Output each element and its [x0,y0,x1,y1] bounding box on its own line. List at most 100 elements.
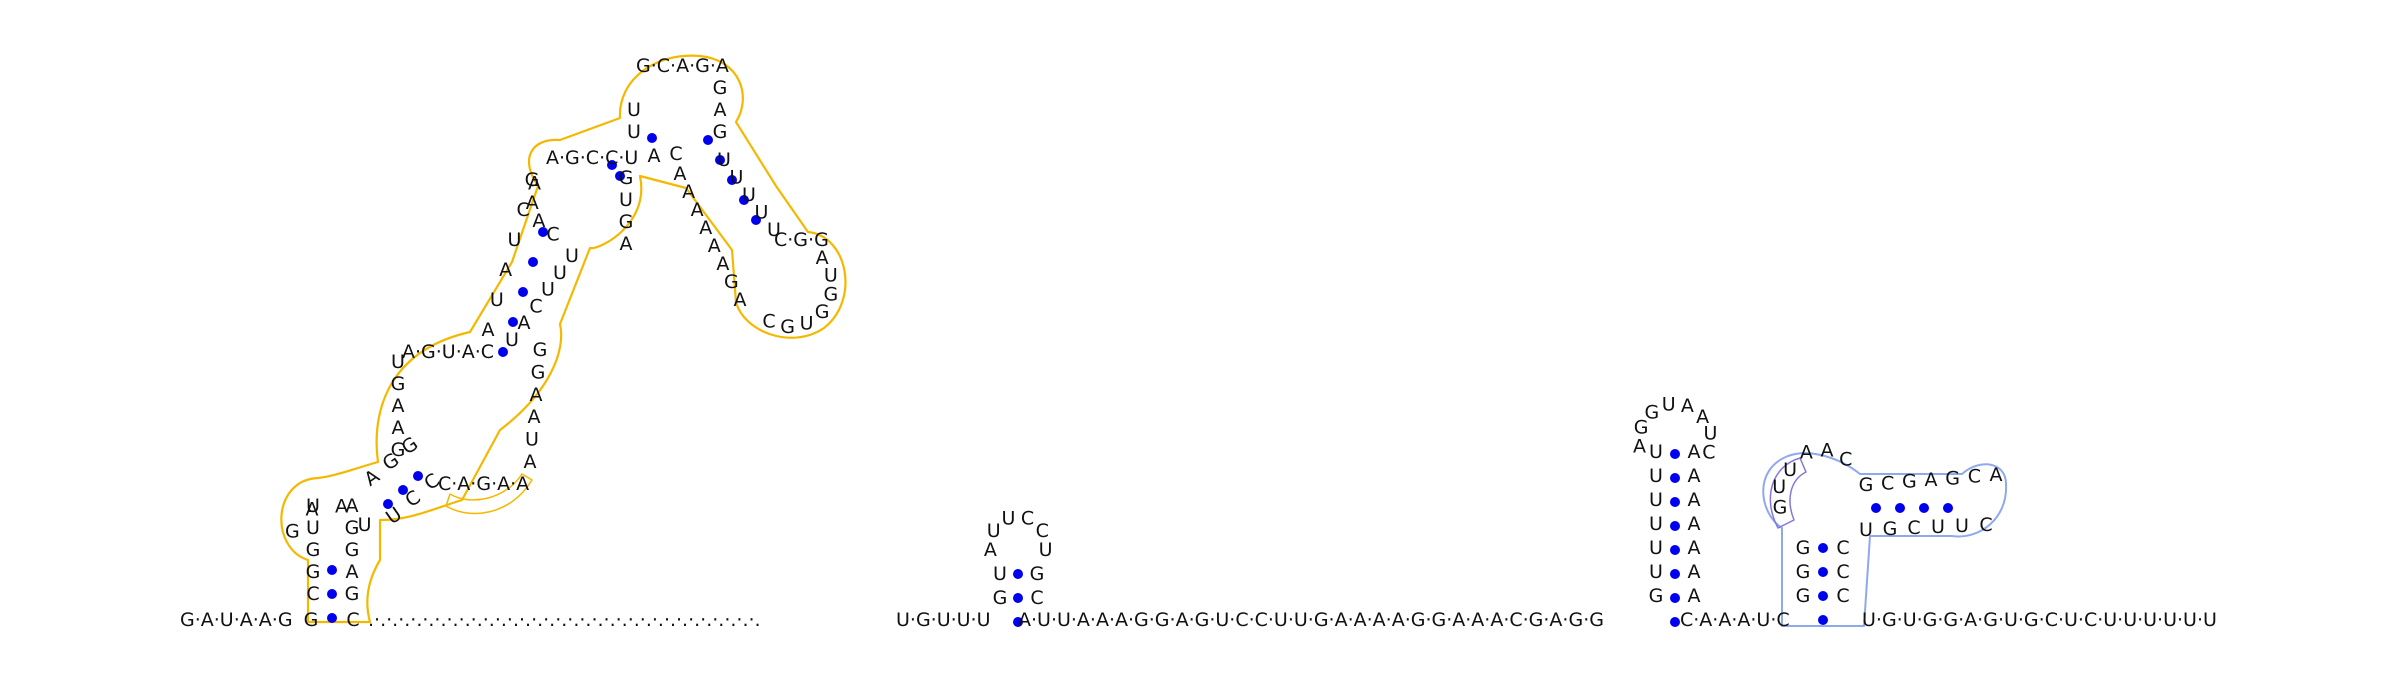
loop2-left-strand: G [391,439,406,461]
large-stem-left: C [306,583,319,605]
branch-right: U [755,202,769,224]
tall-stem-left: U [1649,561,1663,583]
tall-stem-right: A [1688,537,1701,559]
base-pair-dot [1818,591,1828,601]
tall-stem-right: A [1688,561,1701,583]
backbone-segment-2: A·U·U·A·A·A·G·G·A·G·U·C·C·U·U·G·A·A·A·A·… [1018,609,1604,631]
backbone-5prime: G·A·U·A·A·G [180,609,293,631]
right-loop-top: C [1839,448,1852,470]
unpaired-gap: .·.·.·.·.·.·.·.·.·.·.·.·.·.·.·.·.·.·.·.·… [368,609,761,631]
tall-loop-nucleotide: A [1681,395,1694,417]
large-stem-left: G [306,539,321,561]
tall-stem-left: U [1649,441,1663,463]
loop3-right: G [619,167,634,189]
right-arm-top: C [1968,466,1981,488]
loop2-left-strand: U [391,351,405,373]
branch-left: A [674,163,687,185]
large-stem-right: G [345,517,360,539]
base-pair-dot [1818,615,1828,625]
base-pair-dot [751,215,761,225]
loop3-left: A [532,210,545,232]
branch-loop-arc: U [800,313,814,335]
right-arm-bottom: C [1907,517,1920,539]
large-stem-right: G [345,539,360,561]
base-pair-dot [413,471,423,481]
small-loop-nucleotide: C [1036,520,1049,542]
stem3-right: U [565,245,579,267]
branch-left: G [724,271,739,293]
stem-base-left: G [304,609,319,631]
domain-highlights [280,54,2008,627]
right-arm-top: C [1881,472,1894,494]
tall-loop-nucleotide: G [1634,417,1649,439]
small-loop-nucleotide: U [987,520,1001,542]
tall-stem-right: A [1688,513,1701,535]
branch-loop-arc: U [824,264,838,286]
tall-stem-left: U [1649,489,1663,511]
branch-loop-arc: G [815,301,830,323]
loop2-right-strand: A [530,384,543,406]
loop3-right: A [620,233,633,255]
large-domain-accent [445,473,533,515]
tall-stem-left: U [1649,537,1663,559]
right-stem-left: G [1796,585,1811,607]
branch-left: A [682,181,695,203]
base-pair-dot [715,155,725,165]
right-loop-left: U [1772,476,1786,498]
right-domain-outline [1762,452,2008,627]
stem3-left: G [525,169,540,191]
tall-stem-right: A [1688,441,1701,463]
right-loop-top: A [1820,440,1833,462]
base-pair-dot [1670,521,1680,531]
base-pair-dot [518,287,528,297]
branch-loop-arc: G [824,284,839,306]
small-loop-nucleotide: U [1039,539,1053,561]
base-pair-dot [1670,569,1680,579]
branch-left: A [716,253,729,275]
stem3-left: U [490,289,504,311]
branch-loop-top: C·G·G [774,229,829,251]
branch-left: A [708,235,721,257]
loop2-right-strand: G [533,339,548,361]
base-pair-dot [327,565,337,575]
base-pair-dot [1943,503,1953,513]
branch-right: U [767,219,781,241]
tall-loop-nucleotide: A [1633,435,1646,457]
base-pair-dot [528,257,538,267]
tall-loop-nucleotide: U [1662,394,1676,416]
right-arm-top: G [1945,467,1960,489]
branch-left: A [699,217,712,239]
large-stem-left: U [306,495,320,517]
loop1-nucleotide: A [306,498,319,520]
right-stem-right: C [1836,537,1849,559]
base-pair-dot [1670,617,1680,627]
stem3-right: U [541,279,555,301]
base-pair-dot [398,485,408,495]
stem3-right: U [505,329,519,351]
right-arm-bottom: U [1955,515,1969,537]
stem3-right: U [553,262,567,284]
base-pair-dot [1818,567,1828,577]
base-pair-dot [739,195,749,205]
stem3-left: U [507,229,521,251]
upper-stem-left: U [627,99,641,121]
tall-loop-nucleotide: G [1644,401,1659,423]
right-arm-top: G [1902,471,1917,493]
base-pair-dot [1670,593,1680,603]
stem3-right: A [518,312,531,334]
small-loop-nucleotide: U [1001,508,1015,530]
base-pair-dot [508,317,518,327]
base-pair-dot [1013,593,1023,603]
stem3-left: A [482,319,495,341]
loop2-right-strand: A [528,406,541,428]
base-pair-dot [607,160,617,170]
base-pair-dot [1670,449,1680,459]
right-arm-top: A [1990,464,2003,486]
loop3-left: C [546,223,559,245]
base-pair-dot [647,133,657,143]
small-stem-left: U [993,563,1007,585]
top-loop: G·C·A·G·A [636,55,729,77]
backbone-segment-3: C·A·A·A·U·C [1680,609,1790,631]
branch-left: A [691,199,704,221]
base-pair-dot [327,613,337,623]
